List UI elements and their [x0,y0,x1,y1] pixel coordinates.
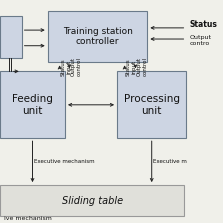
Text: Output
contro: Output contro [190,35,212,45]
Text: Processing
unit: Processing unit [124,94,180,116]
FancyBboxPatch shape [0,185,184,216]
Text: Output
control: Output control [136,57,147,76]
FancyBboxPatch shape [48,11,147,62]
Text: Status: Status [190,20,217,29]
Text: Executive mechanism: Executive mechanism [34,159,94,164]
Text: Status
input: Status input [61,58,72,76]
Text: Sliding table: Sliding table [62,196,123,206]
Text: Feeding
unit: Feeding unit [12,94,53,116]
FancyBboxPatch shape [0,71,65,138]
FancyBboxPatch shape [117,71,186,138]
Text: Output
control: Output control [71,57,81,76]
FancyBboxPatch shape [0,16,22,58]
Text: Training station
controller: Training station controller [63,27,132,46]
Text: Status
input: Status input [126,58,136,76]
Text: ive mechanism: ive mechanism [4,216,52,221]
Text: Executive m: Executive m [153,159,187,164]
